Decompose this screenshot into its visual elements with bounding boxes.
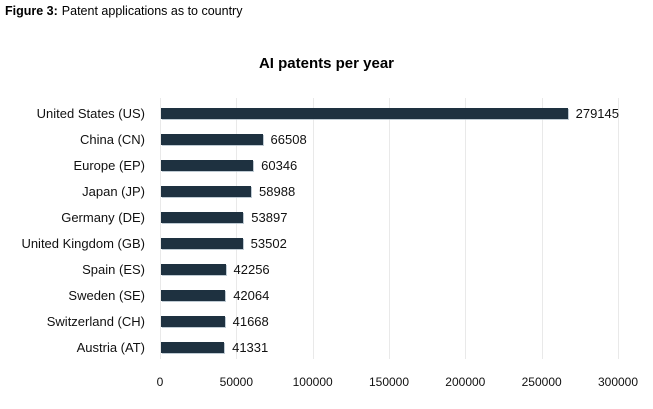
bar — [161, 133, 263, 145]
value-label: 279145 — [575, 105, 619, 121]
gridline — [541, 98, 543, 359]
bar-track: 58988 — [161, 184, 619, 199]
category-label: Japan (JP) — [82, 183, 145, 199]
category-label: Switzerland (CH) — [46, 314, 145, 330]
category-label: United Kingdom (GB) — [21, 236, 145, 252]
bar — [161, 238, 243, 250]
value-label: 42064 — [233, 288, 270, 304]
bar — [161, 185, 252, 197]
bar-row: United States (US) 279145 — [0, 100, 653, 126]
gridline — [465, 98, 467, 359]
bar — [161, 159, 254, 171]
bar-track: 41331 — [161, 340, 619, 355]
figure-caption-text: Patent applications as to country — [61, 4, 243, 18]
category-label: Sweden (SE) — [68, 288, 145, 304]
bar-track: 53502 — [161, 236, 619, 251]
bar — [161, 342, 225, 354]
bar — [161, 264, 226, 276]
bar-row: Sweden (SE) 42064 — [0, 283, 653, 309]
plot-gridlines — [160, 98, 620, 359]
figure-caption: Figure 3: Patent applications as to count… — [5, 4, 242, 18]
category-label: China (CN) — [79, 131, 145, 147]
bar-track: 42064 — [161, 288, 619, 303]
figure-caption-label: Figure 3: — [5, 4, 58, 18]
bar-track: 60346 — [161, 158, 619, 173]
bar-row: Europe (EP) 60346 — [0, 152, 653, 178]
gridline — [236, 98, 238, 359]
category-label: Austria (AT) — [76, 340, 145, 356]
x-tick-label: 250000 — [521, 375, 562, 389]
bar-track: 66508 — [161, 132, 619, 147]
bar-row: Germany (DE) 53897 — [0, 204, 653, 230]
value-label: 42256 — [233, 262, 270, 278]
bar — [161, 316, 225, 328]
x-tick-label: 0 — [156, 375, 164, 389]
gridline — [389, 98, 390, 359]
x-axis: 0 50000 100000 150000 200000 250000 300000 — [156, 375, 638, 391]
category-label: Spain (ES) — [82, 262, 145, 278]
bar-track: 279145 — [161, 106, 619, 121]
bar — [161, 211, 244, 223]
gridline — [618, 98, 619, 359]
value-label: 58988 — [259, 183, 296, 199]
bar-track: 53897 — [161, 210, 619, 225]
bar-track: 42256 — [161, 262, 619, 277]
x-tick-label: 50000 — [219, 375, 254, 389]
category-label: United States (US) — [36, 105, 145, 121]
value-label: 41668 — [232, 314, 269, 330]
gridline — [160, 98, 161, 359]
x-tick-label: 150000 — [368, 375, 410, 389]
bar-row: Japan (JP) 58988 — [0, 178, 653, 204]
bar-row: China (CN) 66508 — [0, 126, 653, 152]
gridline — [312, 98, 314, 359]
bar-row: Spain (ES) 42256 — [0, 257, 653, 283]
value-label: 60346 — [261, 157, 298, 173]
bar-track: 41668 — [161, 314, 619, 329]
category-label: Germany (DE) — [61, 209, 145, 225]
bar-rows: United States (US) 279145 China (CN) 66508 E… — [0, 100, 653, 361]
value-label: 53502 — [250, 236, 287, 252]
bar-row: Austria (AT) 41331 — [0, 335, 653, 361]
bar — [161, 290, 226, 302]
bar — [161, 107, 568, 119]
x-tick-label: 300000 — [597, 375, 639, 389]
bar-row: United Kingdom (GB) 53502 — [0, 230, 653, 256]
x-tick-label: 200000 — [445, 375, 486, 389]
value-label: 53897 — [251, 209, 288, 225]
value-label: 41331 — [232, 340, 269, 356]
x-tick-label: 100000 — [292, 375, 333, 389]
value-label: 66508 — [270, 131, 307, 147]
bar-row: Switzerland (CH) 41668 — [0, 309, 653, 335]
category-label: Europe (EP) — [73, 157, 145, 173]
chart-title: AI patents per year — [258, 55, 395, 72]
